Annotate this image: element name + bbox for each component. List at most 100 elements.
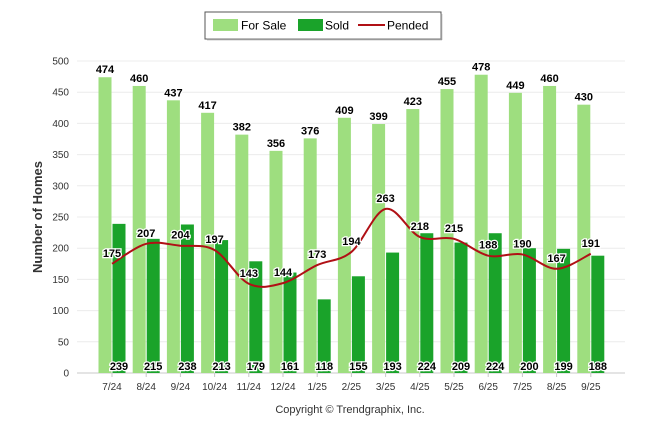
bar-for-sale — [235, 134, 249, 373]
x-tick-label: 9/25 — [581, 382, 601, 393]
label-sold: 200 — [520, 361, 538, 373]
label-sold: 155 — [349, 361, 367, 373]
label-sold: 179 — [247, 361, 265, 373]
y-tick-label: 450 — [52, 88, 69, 99]
label-pended: 188 — [479, 240, 497, 252]
bar-sold — [420, 233, 434, 373]
label-pended: 167 — [547, 253, 565, 265]
bar-sold — [386, 252, 400, 373]
label-pended: 190 — [513, 238, 531, 250]
legend-swatch-sold — [298, 19, 323, 31]
label-pended: 144 — [274, 267, 293, 279]
y-tick-label: 0 — [63, 369, 69, 380]
label-pended: 204 — [171, 230, 190, 242]
pended-line-layer — [111, 207, 592, 288]
bar-sold — [180, 224, 194, 373]
label-for-sale: 460 — [130, 73, 148, 85]
label-sold: 213 — [212, 361, 230, 373]
bar-for-sale — [372, 124, 386, 373]
bar-for-sale — [201, 112, 215, 374]
label-sold: 215 — [144, 361, 162, 373]
label-pended: 173 — [308, 249, 326, 261]
legend-label-pended: Pended — [387, 19, 428, 33]
y-tick-label: 250 — [52, 213, 69, 224]
bar-sold — [215, 240, 229, 373]
bar-for-sale — [269, 150, 283, 373]
pended-line — [111, 207, 592, 288]
x-axis: 7/24 8/24 9/24 10/24 11/24 12/24 1/25 2/25 3/25 4… — [102, 373, 601, 393]
bar-sold — [488, 233, 502, 373]
legend-swatch-for-sale — [213, 19, 238, 31]
bar-for-sale — [303, 138, 317, 373]
bar-sold — [112, 223, 126, 373]
y-axis: 0 50 100 150 200 250 300 350 400 450 500 — [52, 57, 69, 380]
x-tick-label: 8/25 — [547, 382, 567, 393]
y-tick-label: 100 — [52, 306, 69, 317]
y-tick-label: 50 — [58, 337, 70, 348]
legend-label-sold: Sold — [325, 19, 349, 33]
label-for-sale: 437 — [164, 87, 182, 99]
y-tick-label: 500 — [52, 57, 69, 68]
label-for-sale: 356 — [267, 138, 285, 150]
label-for-sale: 449 — [506, 80, 524, 92]
label-sold: 199 — [554, 361, 572, 373]
label-sold: 209 — [452, 361, 470, 373]
bar-for-sale — [577, 104, 591, 374]
label-sold: 193 — [383, 361, 401, 373]
x-tick-label: 8/24 — [136, 382, 156, 393]
label-for-sale: 376 — [301, 125, 319, 137]
bar-for-sale — [543, 85, 557, 374]
label-for-sale: 382 — [233, 122, 251, 134]
label-for-sale: 399 — [369, 111, 387, 123]
bar-sold — [557, 248, 571, 373]
bars — [98, 74, 605, 374]
label-pended: 194 — [342, 236, 361, 248]
bar-sold — [454, 242, 468, 373]
bar-sold — [283, 272, 297, 373]
x-tick-label: 4/25 — [410, 382, 430, 393]
bar-for-sale — [98, 77, 112, 373]
label-for-sale: 430 — [575, 92, 593, 104]
bar-sold — [146, 238, 160, 373]
x-tick-label: 7/24 — [102, 382, 122, 393]
label-for-sale: 409 — [335, 105, 353, 117]
label-for-sale: 423 — [404, 96, 422, 108]
legend: For Sale Sold Pended — [204, 11, 443, 41]
label-sold: 224 — [486, 361, 505, 373]
y-tick-label: 350 — [52, 150, 69, 161]
y-tick-label: 150 — [52, 275, 69, 286]
y-tick-label: 300 — [52, 181, 69, 192]
label-for-sale: 474 — [96, 64, 115, 76]
label-sold: 188 — [589, 361, 607, 373]
label-pended: 218 — [411, 221, 429, 233]
bar-for-sale — [474, 74, 488, 373]
y-tick-label: 400 — [52, 119, 69, 130]
label-pended: 175 — [103, 248, 121, 260]
label-for-sale: 460 — [540, 73, 558, 85]
bar-for-sale — [440, 89, 454, 373]
label-pended: 191 — [582, 238, 600, 250]
label-sold: 118 — [315, 361, 333, 373]
bar-sold — [249, 261, 263, 373]
x-tick-label: 3/25 — [376, 382, 396, 393]
bar-for-sale — [508, 92, 522, 373]
bar-for-sale — [406, 109, 420, 373]
x-tick-label: 6/25 — [478, 382, 498, 393]
label-pended: 207 — [137, 228, 155, 240]
label-pended: 215 — [445, 223, 463, 235]
label-pended: 143 — [240, 268, 258, 280]
label-for-sale: 455 — [438, 76, 456, 88]
label-pended: 197 — [205, 234, 223, 246]
x-tick-label: 2/25 — [342, 382, 362, 393]
legend-label-for-sale: For Sale — [241, 19, 287, 33]
y-axis-title: Number of Homes — [30, 161, 45, 273]
x-tick-label: 10/24 — [202, 382, 227, 393]
label-sold: 239 — [110, 361, 128, 373]
x-tick-label: 5/25 — [444, 382, 464, 393]
bar-sold — [317, 299, 331, 373]
bar-for-sale — [132, 85, 146, 374]
x-tick-label: 9/24 — [171, 382, 191, 393]
label-for-sale: 478 — [472, 62, 490, 74]
bar-for-sale — [337, 117, 351, 373]
